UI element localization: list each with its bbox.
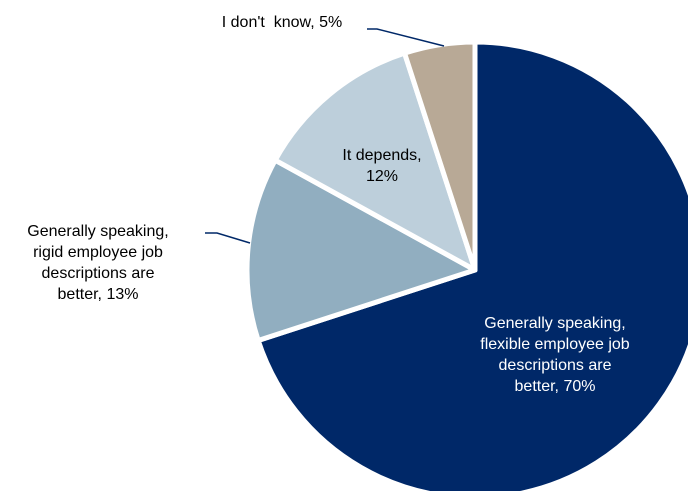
slice-label-line: Generally speaking, [484, 315, 625, 332]
slice-label-line: descriptions are [42, 265, 155, 282]
pie-slice-rigid [244, 157, 478, 343]
slice-label-dont-know: I don't know, 5% [222, 14, 342, 31]
slice-label-line: better, 70% [515, 378, 596, 395]
leader-line-dont-know [367, 28, 445, 47]
slice-label-rigid: Generally speaking, rigid employee job des… [27, 223, 168, 303]
slice-label-line: better, 13% [58, 286, 139, 303]
slice-label-flexible: Generally speaking, flexible employee job… [480, 315, 630, 395]
labels-layer: Generally speaking, flexible employee job… [27, 14, 630, 395]
pie-slice-it-depends [272, 50, 478, 273]
leader-line-rigid [205, 232, 251, 244]
slice-label-line: I don't know, 5% [222, 14, 342, 31]
slice-label-line: rigid employee job [33, 244, 163, 261]
slice-label-it-depends: It depends, 12% [342, 147, 421, 185]
slice-label-line: It depends, [342, 147, 421, 164]
pie-slice-flexible [255, 39, 688, 491]
slice-label-line: Generally speaking, [27, 223, 168, 240]
slice-label-line: flexible employee job [480, 336, 630, 353]
slices-layer [244, 39, 688, 491]
leader-lines-layer [205, 28, 445, 244]
slice-label-line: 12% [366, 168, 398, 185]
slice-label-line: descriptions are [499, 357, 612, 374]
